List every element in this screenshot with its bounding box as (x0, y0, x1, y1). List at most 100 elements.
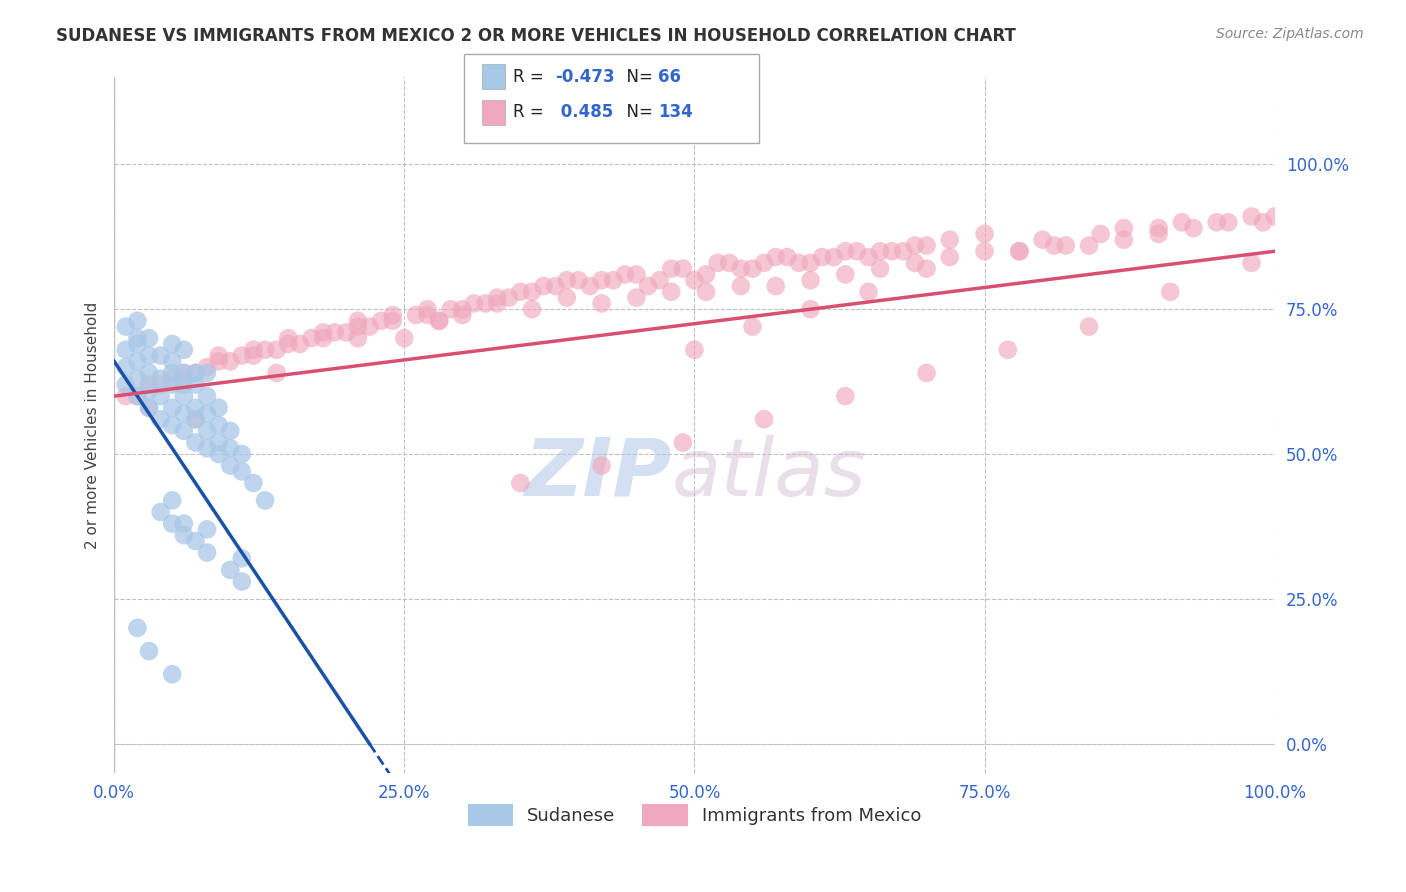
Point (626, 291, 648, 305)
Point (149, 412, 172, 426)
Point (904, 238, 927, 252)
Text: 66: 66 (658, 68, 681, 86)
Point (160, 493, 183, 508)
Point (138, 331, 160, 345)
Point (1264, 210, 1286, 224)
Point (208, 418, 231, 433)
Point (184, 533, 207, 548)
Point (1147, 221, 1170, 235)
Point (160, 337, 183, 351)
Point (195, 366, 218, 380)
Point (765, 250, 787, 264)
Point (858, 250, 880, 264)
Point (184, 412, 207, 426)
Point (195, 424, 218, 438)
Text: ZIP: ZIP (524, 434, 671, 513)
Point (730, 279, 752, 293)
Point (416, 302, 439, 317)
Text: 134: 134 (658, 103, 693, 121)
Point (520, 302, 543, 317)
Point (752, 256, 775, 270)
Point (114, 360, 136, 375)
Text: -0.473: -0.473 (555, 68, 614, 86)
Point (973, 244, 995, 259)
Text: SUDANESE VS IMMIGRANTS FROM MEXICO 2 OR MORE VEHICLES IN HOUSEHOLD CORRELATION C: SUDANESE VS IMMIGRANTS FROM MEXICO 2 OR … (56, 27, 1017, 45)
Point (683, 273, 706, 287)
Point (939, 233, 962, 247)
Text: Source: ZipAtlas.com: Source: ZipAtlas.com (1216, 27, 1364, 41)
Point (195, 545, 218, 559)
Point (672, 261, 695, 276)
Point (127, 331, 149, 345)
Point (416, 308, 439, 322)
Point (1147, 227, 1170, 241)
Point (208, 435, 231, 450)
Point (219, 442, 242, 456)
Point (823, 250, 845, 264)
Text: atlas: atlas (671, 434, 866, 513)
Point (173, 343, 195, 357)
Point (869, 261, 891, 276)
Point (555, 273, 578, 287)
Point (160, 418, 183, 433)
Point (799, 302, 821, 317)
Point (160, 377, 183, 392)
Point (160, 516, 183, 531)
Point (208, 401, 231, 415)
Point (149, 377, 172, 392)
Point (219, 458, 242, 473)
Point (1008, 244, 1031, 259)
Point (149, 505, 172, 519)
Point (579, 279, 602, 293)
Point (173, 407, 195, 421)
Point (266, 343, 288, 357)
Point (242, 349, 264, 363)
Point (173, 528, 195, 542)
Point (219, 563, 242, 577)
Point (195, 522, 218, 536)
Point (335, 326, 357, 340)
Point (427, 314, 450, 328)
Point (474, 296, 496, 310)
Point (173, 372, 195, 386)
Point (405, 308, 427, 322)
Point (301, 331, 323, 345)
Point (173, 377, 195, 392)
Point (127, 337, 149, 351)
Point (127, 354, 149, 368)
Point (231, 465, 253, 479)
Text: R =: R = (513, 103, 550, 121)
Point (520, 285, 543, 299)
Point (149, 389, 172, 403)
Point (127, 372, 149, 386)
Point (288, 337, 311, 351)
Point (591, 458, 613, 473)
Point (208, 349, 231, 363)
Point (602, 273, 624, 287)
Point (231, 551, 253, 566)
Point (208, 354, 231, 368)
Point (591, 296, 613, 310)
Point (370, 314, 392, 328)
Point (184, 435, 207, 450)
Point (799, 273, 821, 287)
Point (659, 285, 682, 299)
Point (1171, 215, 1194, 229)
Point (347, 314, 370, 328)
Point (1159, 285, 1181, 299)
Point (834, 244, 856, 259)
Point (127, 389, 149, 403)
Point (718, 256, 741, 270)
Point (1205, 215, 1227, 229)
Point (127, 389, 149, 403)
Point (1043, 238, 1066, 252)
Point (752, 412, 775, 426)
Point (451, 302, 474, 317)
Point (834, 268, 856, 282)
Point (869, 244, 891, 259)
Point (160, 401, 183, 415)
Text: R =: R = (513, 68, 550, 86)
Point (1078, 238, 1101, 252)
Point (486, 296, 509, 310)
Point (277, 331, 299, 345)
